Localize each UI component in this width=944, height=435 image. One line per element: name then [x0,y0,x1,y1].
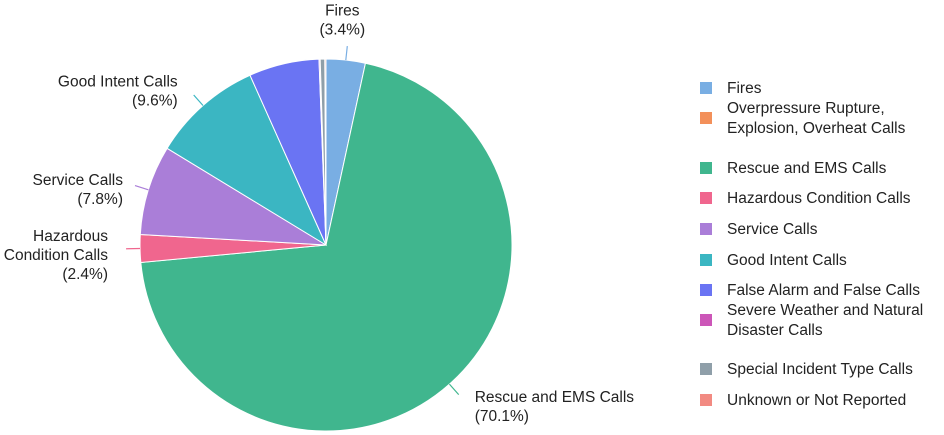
legend-label-unknown-or-not-reported: Unknown or Not Reported [727,392,906,409]
leader-line-good-intent-calls [193,94,204,106]
slice-label-fires-line-1: Fires [325,3,360,20]
legend: Fires Overpressure Rupture, Explosion, Ove… [700,80,923,409]
legend-label-good-intent-calls: Good Intent Calls [727,252,847,269]
legend-label-rescue-and-ems-calls: Rescue and EMS Calls [727,160,887,177]
legend-swatch-unknown-or-not-reported [700,394,712,406]
slice-label-good-intent-calls-line-1: Good Intent Calls [58,74,178,91]
pie-slice-rescue-and-ems-calls [140,62,513,432]
pie-slice-labels: Fires (3.4%) Rescue and EMS Calls (70.1%) Ha… [4,3,635,426]
legend-swatch-rescue-and-ems-calls [700,162,712,174]
legend-swatch-overpressure-rupture-explosion-overheat-calls [700,112,712,124]
legend-swatch-false-alarm-and-false-calls [700,284,712,296]
slice-label-service-calls-line-1: Service Calls [33,172,124,189]
legend-label-severe-weather-and-natural-disaster-calls-line-2: Disaster Calls [727,322,823,339]
slice-label-hazardous-condition-calls-line-3: (2.4%) [62,266,108,283]
leader-line-service-calls [134,185,149,191]
legend-swatch-good-intent-calls [700,254,712,266]
legend-label-service-calls: Service Calls [727,221,818,238]
legend-label-severe-weather-and-natural-disaster-calls-line-1: Severe Weather and Natural [727,302,923,319]
slice-label-fires-line-2: (3.4%) [319,22,365,39]
pie-slices [139,58,513,432]
legend-swatch-fires [700,82,712,94]
pie-slice-service-calls [139,147,327,246]
legend-label-special-incident-type-calls: Special Incident Type Calls [727,361,913,378]
legend-label-fires: Fires [727,80,762,97]
leader-line-rescue-and-ems-calls [448,383,460,395]
legend-label-hazardous-condition-calls: Hazardous Condition Calls [727,190,911,207]
legend-label-overpressure-rupture-explosion-overheat-calls-line-1: Overpressure Rupture, [727,100,885,117]
legend-label-false-alarm-and-false-calls: False Alarm and False Calls [727,282,920,299]
legend-swatch-service-calls [700,223,712,235]
slice-label-rescue-and-ems-calls-line-1: Rescue and EMS Calls [475,389,635,406]
leader-line-fires [345,46,348,61]
slice-label-hazardous-condition-calls-line-1: Hazardous [33,228,108,245]
legend-swatch-special-incident-type-calls [700,363,712,375]
legend-label-overpressure-rupture-explosion-overheat-calls-line-2: Explosion, Overheat Calls [727,120,906,137]
slice-label-service-calls-line-2: (7.8%) [77,191,123,208]
legend-swatch-hazardous-condition-calls [700,192,712,204]
pie-slice-unknown-or-not-reported [324,58,327,246]
slice-label-rescue-and-ems-calls-line-2: (70.1%) [475,408,529,425]
slice-label-hazardous-condition-calls-line-2: Condition Calls [4,247,108,264]
legend-swatch-severe-weather-and-natural-disaster-calls [700,314,712,326]
slice-label-good-intent-calls-line-2: (9.6%) [132,93,178,110]
